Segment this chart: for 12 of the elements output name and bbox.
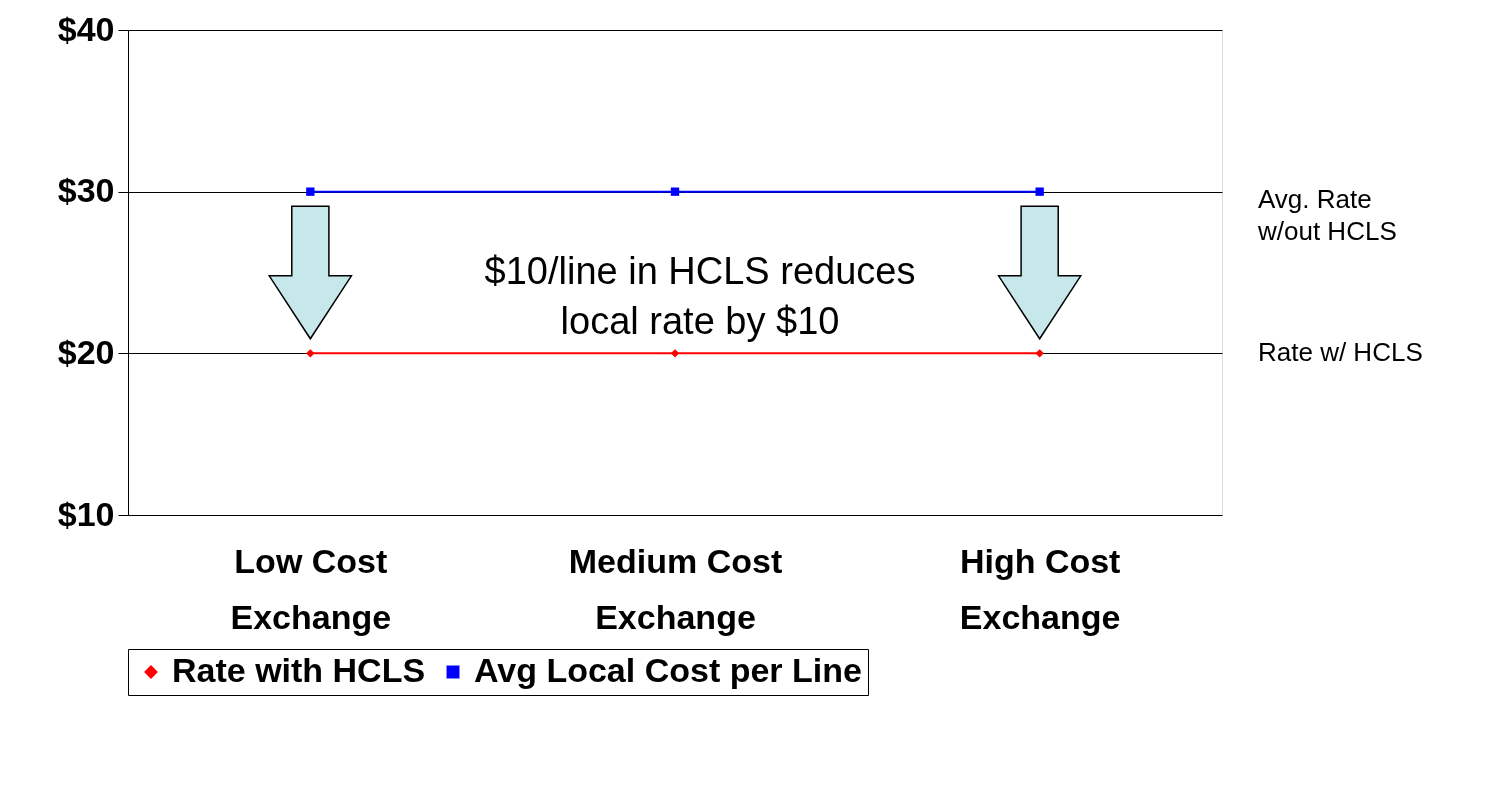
- y-tick-label: $20: [57, 332, 115, 371]
- annotation: $10/line in HCLS reduces local rate by $10: [484, 249, 916, 342]
- y-tick-label: $40: [57, 9, 115, 48]
- x-tick-label: Low Cost Exchange: [230, 541, 392, 636]
- legend-label: Rate with HCLS: [172, 651, 426, 689]
- y-tick-label: $30: [57, 171, 115, 210]
- text: Avg. Rate w/out HCLS: [1257, 183, 1397, 246]
- x-tick-label: High Cost Exchange: [959, 541, 1121, 636]
- legend-label: Avg Local Cost per Line: [474, 651, 862, 689]
- y-tick-label: $10: [57, 494, 115, 533]
- x-tick-label: Medium Cost Exchange: [568, 541, 783, 636]
- text: Rate w/ HCLS: [1258, 337, 1423, 368]
